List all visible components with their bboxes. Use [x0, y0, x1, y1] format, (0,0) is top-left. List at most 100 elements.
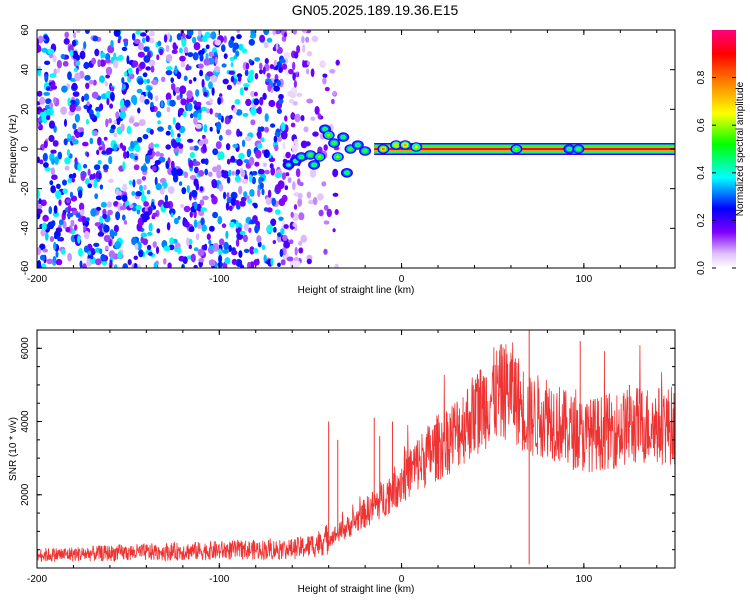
- noise-cell: [53, 205, 58, 214]
- noise-cell: [105, 118, 109, 128]
- noise-cell: [259, 62, 263, 70]
- noise-cell: [270, 167, 276, 176]
- noise-cell: [126, 150, 130, 159]
- noise-cell: [170, 160, 175, 169]
- noise-cell: [143, 211, 150, 219]
- noise-cell: [292, 181, 296, 191]
- noise-cell: [37, 156, 40, 164]
- noise-cell: [86, 101, 90, 107]
- noise-cell: [39, 243, 46, 251]
- noise-cell: [249, 33, 257, 39]
- noise-cell: [109, 103, 114, 109]
- noise-cell: [144, 98, 150, 105]
- noise-cell: [49, 180, 54, 186]
- noise-cell: [269, 64, 274, 70]
- noise-cell: [222, 191, 227, 200]
- noise-cell: [209, 245, 215, 251]
- noise-cell: [200, 217, 205, 226]
- noise-cell: [97, 160, 102, 165]
- noise-cell: [163, 34, 168, 43]
- noise-cell: [223, 53, 228, 59]
- noise-cell: [90, 254, 94, 260]
- noise-cell: [257, 188, 261, 198]
- noise-cell: [237, 75, 242, 82]
- noise-cell: [186, 237, 190, 247]
- noise-cell: [166, 66, 173, 71]
- noise-cell: [180, 98, 187, 106]
- noise-cell: [247, 261, 251, 268]
- noise-cell: [172, 117, 176, 125]
- noise-cell: [208, 81, 213, 90]
- noise-cell: [277, 232, 282, 238]
- noise-cell: [224, 257, 231, 265]
- noise-cell: [282, 234, 288, 241]
- noise-cell: [132, 96, 138, 106]
- noise-cell: [254, 72, 259, 80]
- noise-cell: [42, 248, 48, 253]
- noise-cell: [122, 263, 129, 268]
- noise-cell: [131, 236, 138, 246]
- noise-cell: [61, 85, 68, 93]
- noise-cell: [148, 59, 156, 66]
- noise-cell: [214, 65, 221, 73]
- noise-cell: [183, 221, 190, 228]
- noise-cell: [216, 121, 222, 131]
- noise-cell: [263, 42, 269, 49]
- noise-cell: [165, 54, 173, 62]
- noise-cell: [143, 201, 150, 207]
- noise-cell: [249, 174, 253, 183]
- noise-cell: [163, 201, 171, 209]
- noise-cell: [98, 173, 102, 180]
- noise-cell: [79, 209, 85, 216]
- noise-cell: [283, 32, 287, 38]
- noise-cell: [261, 244, 266, 251]
- noise-cell: [294, 260, 301, 268]
- noise-cell: [149, 129, 154, 135]
- noise-cell: [148, 37, 155, 44]
- noise-cell: [109, 128, 115, 134]
- noise-cell: [94, 48, 100, 57]
- noise-cell: [62, 209, 67, 216]
- noise-cell: [80, 172, 86, 182]
- noise-cell: [106, 148, 110, 155]
- noise-cell: [335, 59, 340, 66]
- noise-cell: [127, 259, 132, 266]
- noise-cell: [121, 46, 128, 52]
- noise-cell: [232, 143, 239, 149]
- noise-cell: [193, 264, 198, 268]
- noise-cell: [281, 63, 288, 70]
- noise-cell: [264, 169, 270, 175]
- noise-cell: [182, 256, 188, 264]
- noise-cell: [188, 244, 192, 250]
- noise-cell: [70, 219, 75, 227]
- noise-cell: [154, 160, 161, 165]
- y-tick-label: -60: [20, 260, 31, 275]
- noise-cell: [208, 239, 212, 245]
- x-tick-label: -200: [27, 274, 47, 285]
- noise-cell: [134, 144, 141, 153]
- noise-cell: [270, 123, 276, 128]
- noise-cell: [235, 223, 239, 229]
- noise-cell: [317, 193, 324, 201]
- noise-cell: [265, 78, 272, 83]
- noise-cell: [104, 246, 109, 251]
- noise-cell: [189, 174, 197, 181]
- noise-cell: [110, 86, 115, 92]
- noise-cell: [239, 87, 244, 96]
- noise-cell: [197, 30, 202, 37]
- noise-cell: [274, 144, 279, 152]
- noise-cell: [113, 201, 119, 207]
- noise-cell: [137, 264, 141, 268]
- noise-cell: [78, 202, 85, 211]
- noise-cell: [228, 70, 235, 75]
- noise-cell: [228, 205, 233, 212]
- noise-cell: [132, 179, 136, 188]
- noise-cell: [222, 249, 229, 254]
- noise-cell: [332, 168, 339, 178]
- noise-cell: [160, 76, 166, 83]
- noise-cell: [97, 59, 101, 68]
- noise-cell: [43, 34, 48, 40]
- noise-cell: [82, 263, 87, 268]
- noise-cell: [76, 60, 81, 66]
- noise-cell: [303, 126, 309, 133]
